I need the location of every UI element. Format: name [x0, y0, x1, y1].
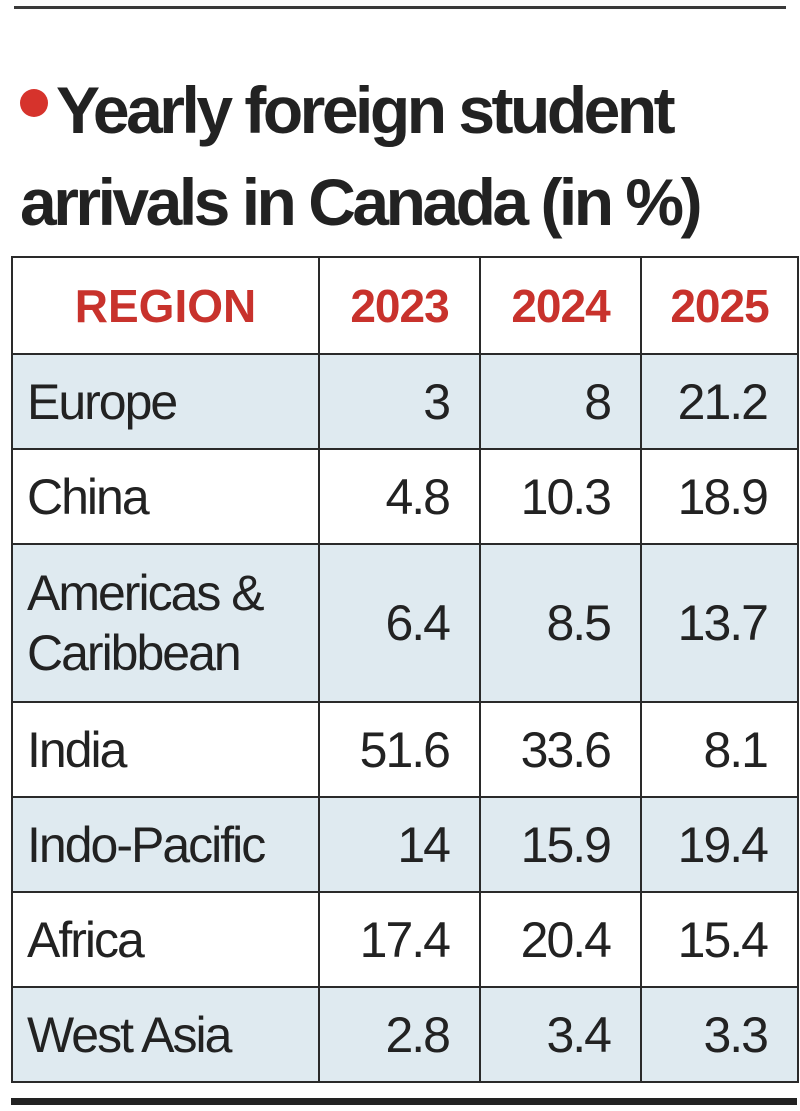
chart-title: Yearly foreign student arrivals in Canad… [20, 64, 790, 248]
value-cell-2023: 17.4 [318, 891, 481, 988]
value-cell-2023: 4.8 [318, 448, 481, 545]
value-cell-2024: 33.6 [479, 701, 642, 798]
value-cell-2024: 3.4 [479, 986, 642, 1083]
value-cell-2025: 3.3 [640, 986, 799, 1083]
table-row-americas-caribbean: Americas & Caribbean 6.4 8.5 13.7 [11, 543, 799, 703]
region-cell: India [11, 701, 320, 798]
header-row: REGION 2023 2024 2025 [11, 256, 799, 355]
value-cell-2024: 15.9 [479, 796, 642, 893]
value-cell-2025: 15.4 [640, 891, 799, 988]
value-cell-2024: 10.3 [479, 448, 642, 545]
table-row-europe: Europe 3 8 21.2 [11, 353, 799, 450]
value-cell-2023: 3 [318, 353, 481, 450]
region-cell: West Asia [11, 986, 320, 1083]
bottom-rule [11, 1098, 797, 1105]
value-cell-2024: 20.4 [479, 891, 642, 988]
region-cell: Indo-Pacific [11, 796, 320, 893]
value-cell-2025: 21.2 [640, 353, 799, 450]
column-header-region: REGION [11, 256, 320, 355]
value-cell-2025: 8.1 [640, 701, 799, 798]
table-row-india: India 51.6 33.6 8.1 [11, 701, 799, 798]
region-cell: Africa [11, 891, 320, 988]
table-row-west-asia: West Asia 2.8 3.4 3.3 [11, 986, 799, 1083]
value-cell-2023: 2.8 [318, 986, 481, 1083]
region-cell: Americas & Caribbean [11, 543, 320, 703]
region-cell: Europe [11, 353, 320, 450]
region-cell: China [11, 448, 320, 545]
bullet-dot-icon [20, 89, 48, 117]
value-cell-2025: 19.4 [640, 796, 799, 893]
column-header-2025: 2025 [640, 256, 799, 355]
value-cell-2023: 6.4 [318, 543, 481, 703]
value-cell-2023: 14 [318, 796, 481, 893]
top-rule [14, 6, 786, 9]
data-table: REGION 2023 2024 2025 Europe 3 8 21.2 Ch… [11, 256, 799, 1083]
value-cell-2024: 8.5 [479, 543, 642, 703]
value-cell-2023: 51.6 [318, 701, 481, 798]
chart-title-text: Yearly foreign student arrivals in Canad… [20, 73, 703, 239]
column-header-2023: 2023 [318, 256, 481, 355]
table-row-china: China 4.8 10.3 18.9 [11, 448, 799, 545]
column-header-2024: 2024 [479, 256, 642, 355]
table-row-indo-pacific: Indo-Pacific 14 15.9 19.4 [11, 796, 799, 893]
value-cell-2025: 18.9 [640, 448, 799, 545]
value-cell-2025: 13.7 [640, 543, 799, 703]
value-cell-2024: 8 [479, 353, 642, 450]
table-row-africa: Africa 17.4 20.4 15.4 [11, 891, 799, 988]
